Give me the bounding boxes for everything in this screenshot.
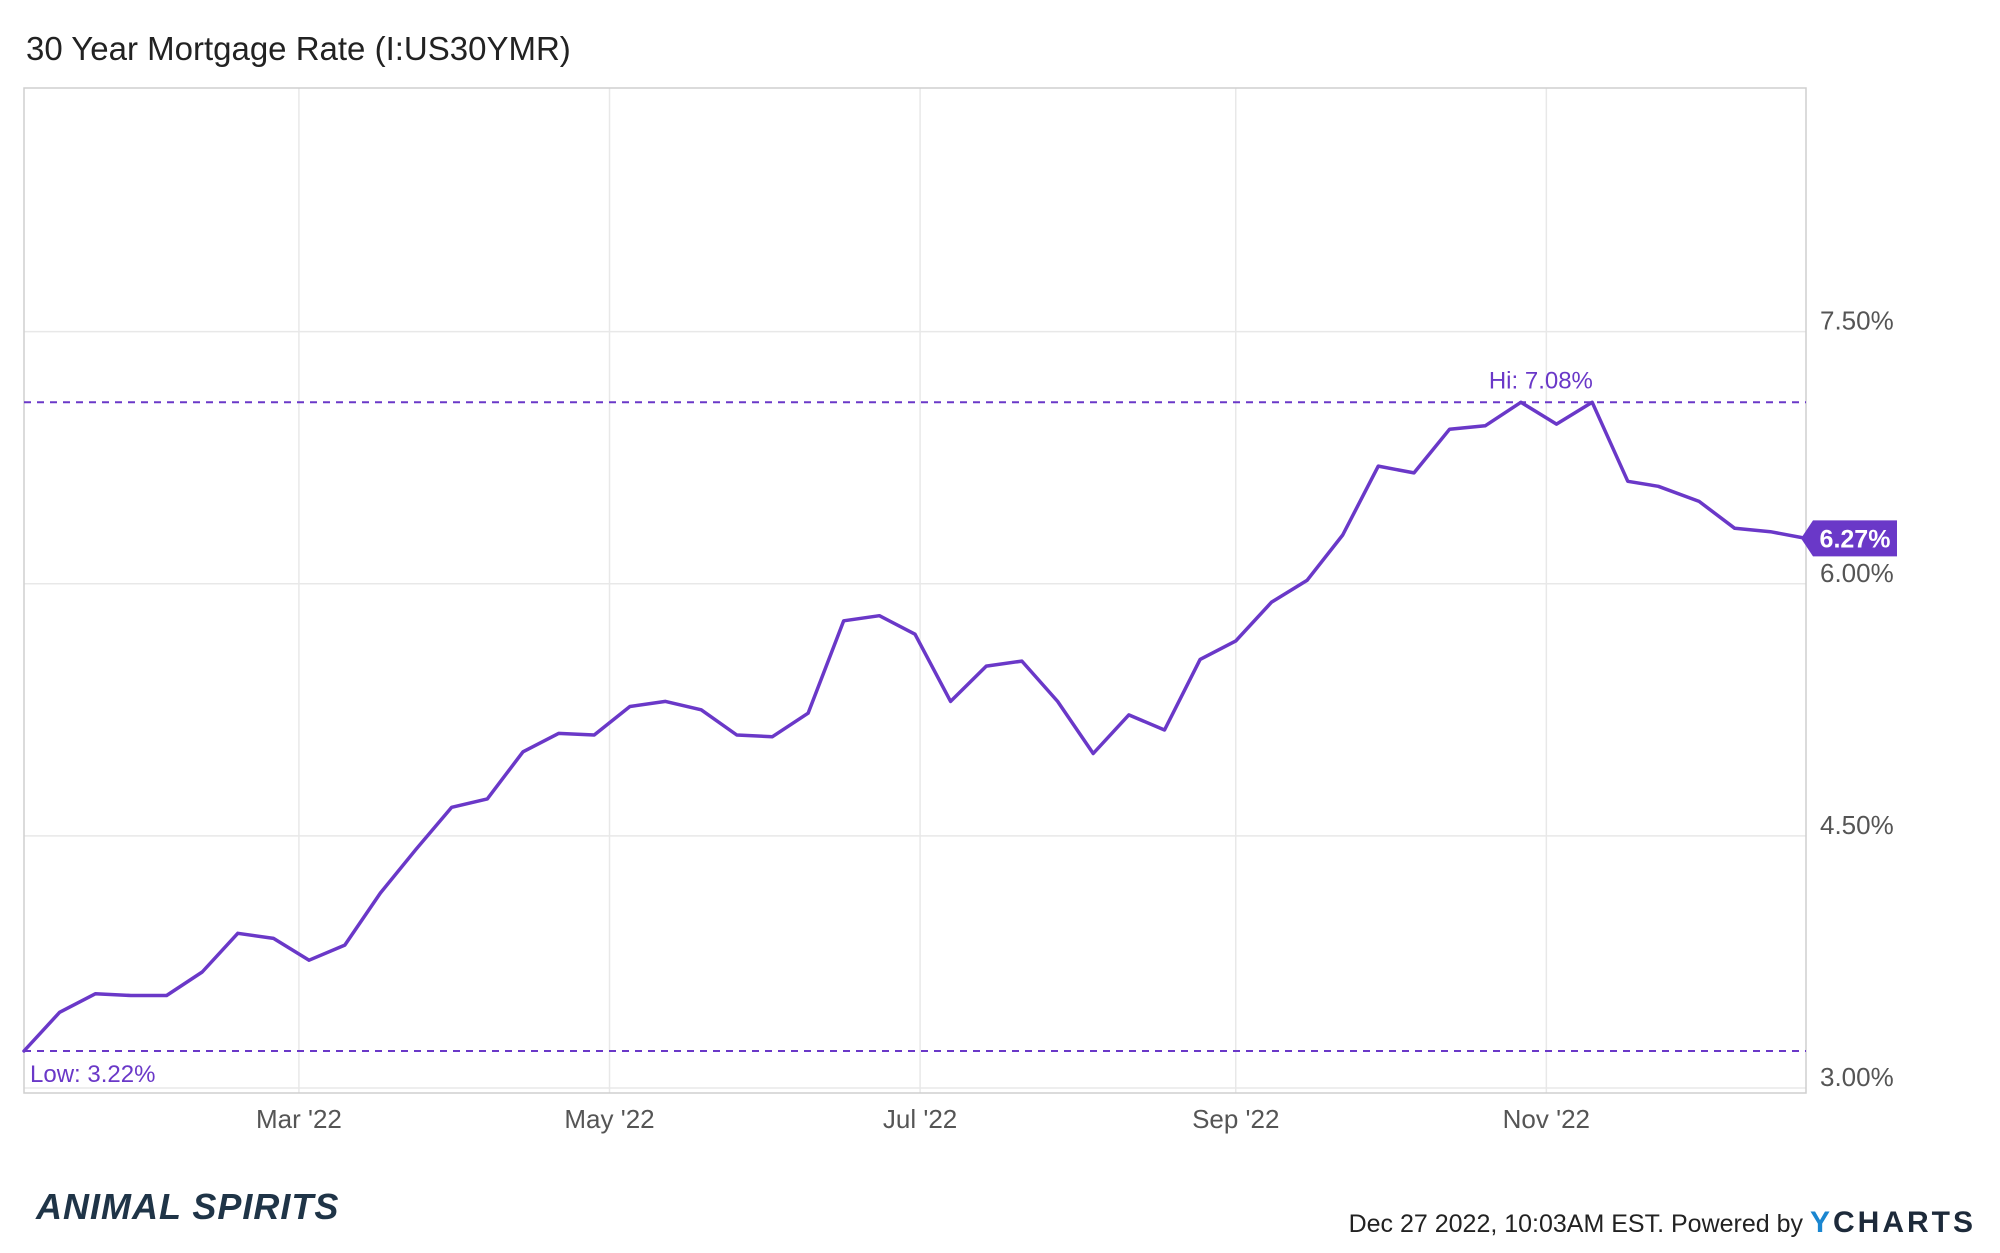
x-tick-label: Jul '22 [883,1104,957,1134]
series-line-mortgage-rate [22,400,1808,1053]
powered-by-text: Powered by [1671,1210,1804,1238]
y-tick-label: 7.50% [1820,306,1894,336]
plot-frame [23,87,1807,1094]
footer-credit: Dec 27 2022, 10:03AM EST. Powered by YCH… [1349,1206,1976,1240]
reference-lines [24,401,1806,1052]
x-tick-label: Mar '22 [256,1104,342,1134]
high-label: Hi: 7.08% [1489,367,1593,394]
y-tick-label: 3.00% [1820,1062,1894,1092]
labels-layer: 3.00% 4.50% 6.00% 7.50% Mar '22 May '22 Jul '2… [30,306,1897,1134]
last-value-badge [1801,520,1897,557]
ycharts-logo[interactable]: YCHARTS [1810,1206,1976,1239]
x-tick-label: Sep '22 [1192,1104,1279,1134]
animal-spirits-logo: ANIMAL SPIRITS [36,1186,340,1227]
y-tick-label: 6.00% [1820,558,1894,588]
x-tick-label: Nov '22 [1503,1104,1590,1134]
y-tick-label: 4.50% [1820,810,1894,840]
ycharts-logo-text: CHARTS [1833,1206,1976,1239]
timestamp: Dec 27 2022, 10:03AM EST. [1348,1210,1665,1238]
low-label: Low: 3.22% [30,1061,155,1088]
ycharts-logo-y: Y [1809,1206,1833,1239]
series-layer [22,400,1808,1053]
last-value-label: 6.27% [1820,525,1891,553]
chart-title: 30 Year Mortgage Rate (I:US30YMR) [26,30,571,67]
grid-lines [24,88,1806,1093]
x-tick-label: May '22 [564,1104,654,1134]
